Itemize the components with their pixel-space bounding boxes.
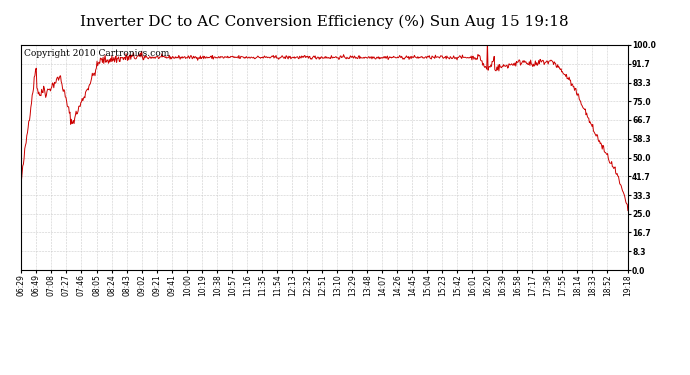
- Text: Inverter DC to AC Conversion Efficiency (%) Sun Aug 15 19:18: Inverter DC to AC Conversion Efficiency …: [80, 15, 569, 29]
- Text: Copyright 2010 Cartronics.com: Copyright 2010 Cartronics.com: [23, 50, 169, 58]
